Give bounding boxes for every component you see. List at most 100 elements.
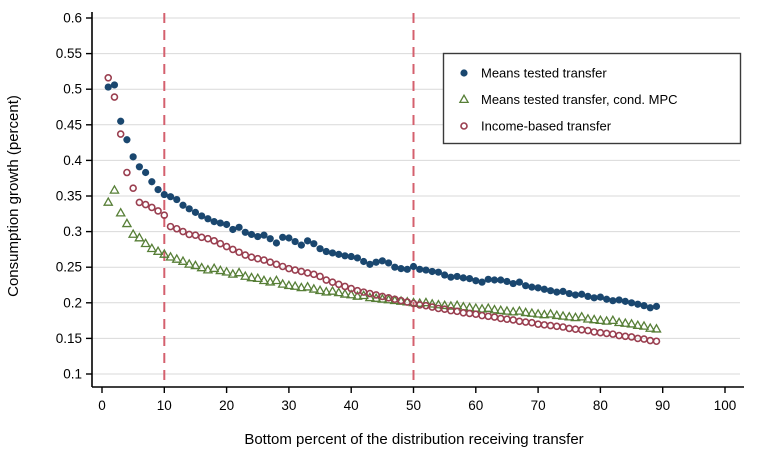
data-point	[285, 234, 293, 242]
data-point	[154, 185, 162, 194]
data-point	[179, 201, 187, 209]
y-tick-label: 0.25	[56, 260, 82, 275]
data-point	[179, 227, 187, 236]
data-point	[184, 258, 195, 268]
data-point	[553, 288, 561, 296]
data-point	[445, 300, 457, 310]
data-point	[632, 319, 643, 330]
data-point	[129, 153, 137, 161]
data-point	[328, 249, 337, 257]
data-point	[247, 253, 256, 262]
data-point	[459, 308, 468, 317]
data-point	[459, 274, 467, 282]
data-point	[551, 309, 563, 320]
legend: Means tested transfer Means tested trans…	[442, 52, 742, 145]
data-point	[110, 93, 119, 101]
data-point	[264, 276, 276, 286]
data-point	[260, 256, 268, 264]
data-point	[603, 295, 611, 303]
data-point	[528, 283, 536, 291]
data-point	[303, 269, 312, 277]
data-point	[364, 292, 376, 302]
legend-item-income-based: Income-based transfer	[460, 119, 612, 134]
filled-circle-marker-icon	[460, 69, 468, 77]
data-point	[142, 168, 150, 177]
data-point	[503, 315, 511, 323]
open-triangle-marker-icon	[458, 93, 470, 104]
data-point	[552, 322, 561, 331]
data-point	[515, 317, 524, 326]
data-point	[254, 232, 262, 241]
data-point	[353, 254, 362, 262]
data-point	[496, 314, 505, 323]
data-point	[258, 275, 270, 285]
data-point	[196, 262, 207, 272]
data-point	[483, 302, 494, 312]
data-point	[478, 311, 486, 320]
data-point	[321, 286, 332, 296]
data-point	[160, 211, 169, 220]
data-point	[272, 239, 281, 247]
data-point	[426, 298, 438, 308]
x-tick-label: 50	[406, 398, 421, 413]
data-point	[279, 233, 287, 241]
data-point	[509, 279, 517, 288]
legend-item-label: Means tested transfer	[481, 66, 607, 81]
y-tick-label: 0.4	[63, 153, 82, 168]
data-point	[465, 274, 474, 283]
data-point	[391, 263, 399, 271]
data-point	[534, 320, 542, 328]
legend-item-label: Income-based transfer	[481, 119, 612, 134]
y-tick-label: 0.35	[56, 189, 82, 204]
data-point	[197, 233, 206, 242]
y-tick-label: 0.45	[56, 117, 82, 132]
data-point	[135, 163, 143, 171]
data-point	[546, 287, 555, 295]
data-point	[584, 292, 592, 300]
data-point	[397, 265, 405, 273]
data-point	[291, 237, 299, 246]
data-point	[514, 305, 525, 315]
data-point	[341, 252, 349, 260]
data-point	[117, 117, 125, 125]
x-tick-label: 100	[714, 398, 737, 413]
data-point	[627, 299, 636, 307]
data-point	[140, 237, 151, 248]
data-point	[570, 312, 581, 322]
data-point	[229, 225, 237, 234]
data-point	[582, 313, 594, 323]
data-point	[609, 297, 617, 305]
data-point	[540, 285, 548, 293]
y-tick-label: 0.2	[63, 295, 82, 310]
data-point	[540, 321, 549, 329]
data-point	[339, 288, 351, 298]
data-point	[115, 207, 126, 217]
reference-lines	[163, 13, 415, 386]
data-point	[484, 275, 492, 283]
data-point	[289, 280, 301, 290]
y-tick-label: 0.3	[63, 224, 82, 239]
data-point	[104, 83, 112, 91]
data-point	[246, 272, 257, 282]
data-point	[652, 337, 661, 346]
data-point	[571, 325, 580, 333]
data-point	[503, 277, 511, 286]
data-point	[565, 289, 573, 298]
data-point	[173, 195, 181, 204]
x-tick-label: 40	[344, 398, 359, 413]
data-point	[148, 203, 156, 212]
data-point	[389, 294, 401, 305]
data-point	[601, 315, 612, 325]
data-point	[360, 257, 368, 266]
data-point	[345, 289, 357, 299]
data-point	[546, 321, 555, 330]
data-point	[241, 228, 249, 236]
data-point	[571, 291, 580, 299]
data-point	[521, 318, 530, 326]
data-point	[121, 218, 133, 228]
data-point	[316, 272, 324, 281]
data-point	[577, 326, 586, 334]
data-point	[252, 272, 263, 283]
data-point	[640, 335, 648, 343]
data-point	[515, 278, 524, 286]
